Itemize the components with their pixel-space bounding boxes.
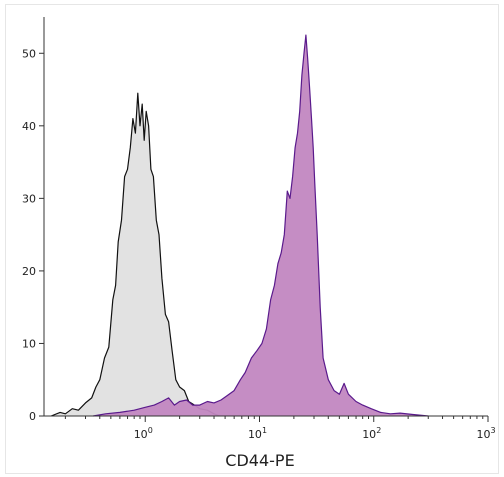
x-tick-label-10: 101: [248, 426, 267, 441]
y-tick-label-40: 40: [22, 120, 36, 133]
histogram-panel: 0 10 20 30 40 50 100 101 102 103 CD44-PE: [5, 4, 499, 474]
x-tick-label-1000: 103: [476, 426, 495, 441]
series-line-1: [92, 34, 429, 417]
y-tick-label-10: 10: [22, 337, 36, 350]
x-tick-label-1: 100: [134, 426, 153, 441]
y-tick-label-20: 20: [22, 265, 36, 278]
y-tick-label-50: 50: [22, 47, 36, 60]
x-axis-title: CD44-PE: [225, 451, 294, 470]
series-fill-0: [51, 93, 220, 416]
series-line-0: [50, 92, 221, 417]
y-tick-label-0: 0: [29, 410, 36, 423]
histogram-chart: 0 10 20 30 40 50 100 101 102 103 CD44-PE: [22, 17, 496, 470]
y-tick-label-30: 30: [22, 192, 36, 205]
x-tick-label-100: 102: [362, 426, 381, 441]
